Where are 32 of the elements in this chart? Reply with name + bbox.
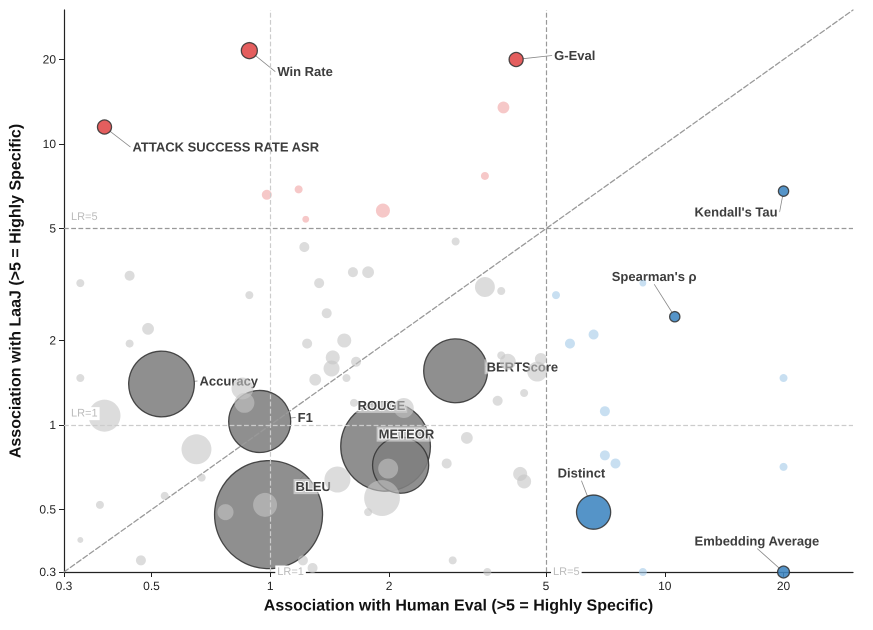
- ref-line-label: LR=5: [553, 566, 580, 578]
- annotation: Win Rate: [277, 64, 333, 80]
- annotation: Kendall's Tau: [694, 204, 778, 220]
- ref-line-label: LR=1: [71, 408, 98, 420]
- y-tick-label: 0.5: [39, 502, 56, 517]
- annotation: Accuracy: [200, 374, 259, 389]
- y-tick-label: 10: [42, 137, 56, 152]
- annotation: ATTACK SUCCESS RATE ASR: [132, 140, 320, 155]
- annotation: BLEU: [296, 479, 331, 494]
- y-tick-label: 20: [42, 52, 56, 66]
- x-tick-label: 20: [776, 579, 791, 593]
- annotation: Embedding Average: [694, 534, 820, 548]
- annotation: Distinct: [558, 466, 606, 481]
- x-axis-title: Association with Human Eval (>5 = Highly Specific): [264, 598, 654, 614]
- x-tick-label: 2: [386, 579, 393, 593]
- ref-line-label: LR=5: [71, 211, 98, 224]
- annotation: BERTScore: [486, 359, 558, 374]
- y-tick-label: 5: [49, 222, 56, 236]
- y-tick-label: 1: [49, 418, 56, 432]
- annotation: G-Eval: [554, 48, 596, 63]
- annotation: METEOR: [378, 426, 435, 442]
- annotation: ROUGE: [358, 398, 406, 413]
- ref-line-label: LR=1: [277, 566, 304, 578]
- y-axis-title: Association with LaaJ (>5 = Highly Specific): [8, 124, 24, 458]
- y-tick-label: 2: [49, 333, 56, 348]
- annotation: Spearman's ρ: [612, 269, 697, 284]
- x-tick-label: 5: [542, 579, 550, 593]
- annotation: F1: [298, 410, 313, 425]
- x-tick-label: 0.5: [143, 579, 160, 593]
- x-tick-label: 1: [266, 579, 274, 593]
- y-tick-label: 0.3: [39, 565, 56, 579]
- x-tick-label: 10: [658, 579, 672, 593]
